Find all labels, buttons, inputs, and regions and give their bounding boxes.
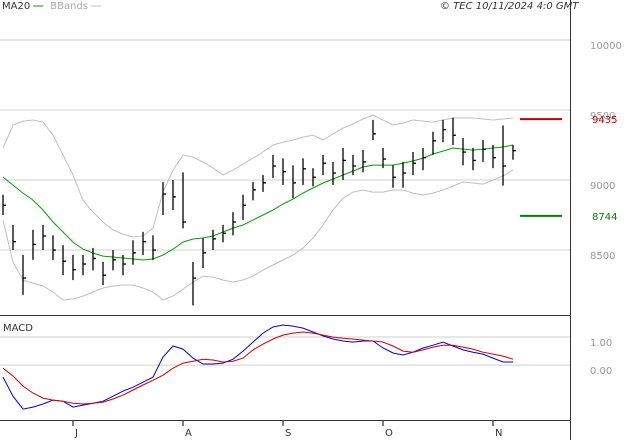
- level-label: 9435: [592, 115, 617, 126]
- y-tick-label: 8500: [590, 251, 615, 262]
- y-tick-label: 9000: [590, 181, 615, 192]
- y-tick-label: 1.00: [590, 338, 612, 349]
- level-label: 8744: [592, 212, 617, 223]
- indicator-line: [2, 324, 513, 410]
- moving-average: [2, 144, 514, 261]
- band-upper: [2, 114, 514, 238]
- y-tick-label: 9500: [590, 111, 615, 122]
- legend-label: MA20: [2, 1, 30, 12]
- panel-title: MACD: [3, 323, 33, 334]
- source-note: © TEC 10/11/2024 4:0 GMT: [440, 1, 579, 12]
- x-tick-label: O: [385, 428, 393, 439]
- band-lower: [2, 169, 514, 301]
- y-tick-label: 10000: [590, 41, 622, 52]
- x-tick-label: N: [495, 428, 502, 439]
- x-tick-label: J: [74, 428, 78, 439]
- indicator-line: [2, 331, 514, 405]
- x-tick-label: A: [185, 428, 192, 439]
- y-tick-label: 0.00: [590, 366, 612, 377]
- x-tick-label: S: [285, 428, 291, 439]
- legend-label: BBands: [50, 1, 88, 12]
